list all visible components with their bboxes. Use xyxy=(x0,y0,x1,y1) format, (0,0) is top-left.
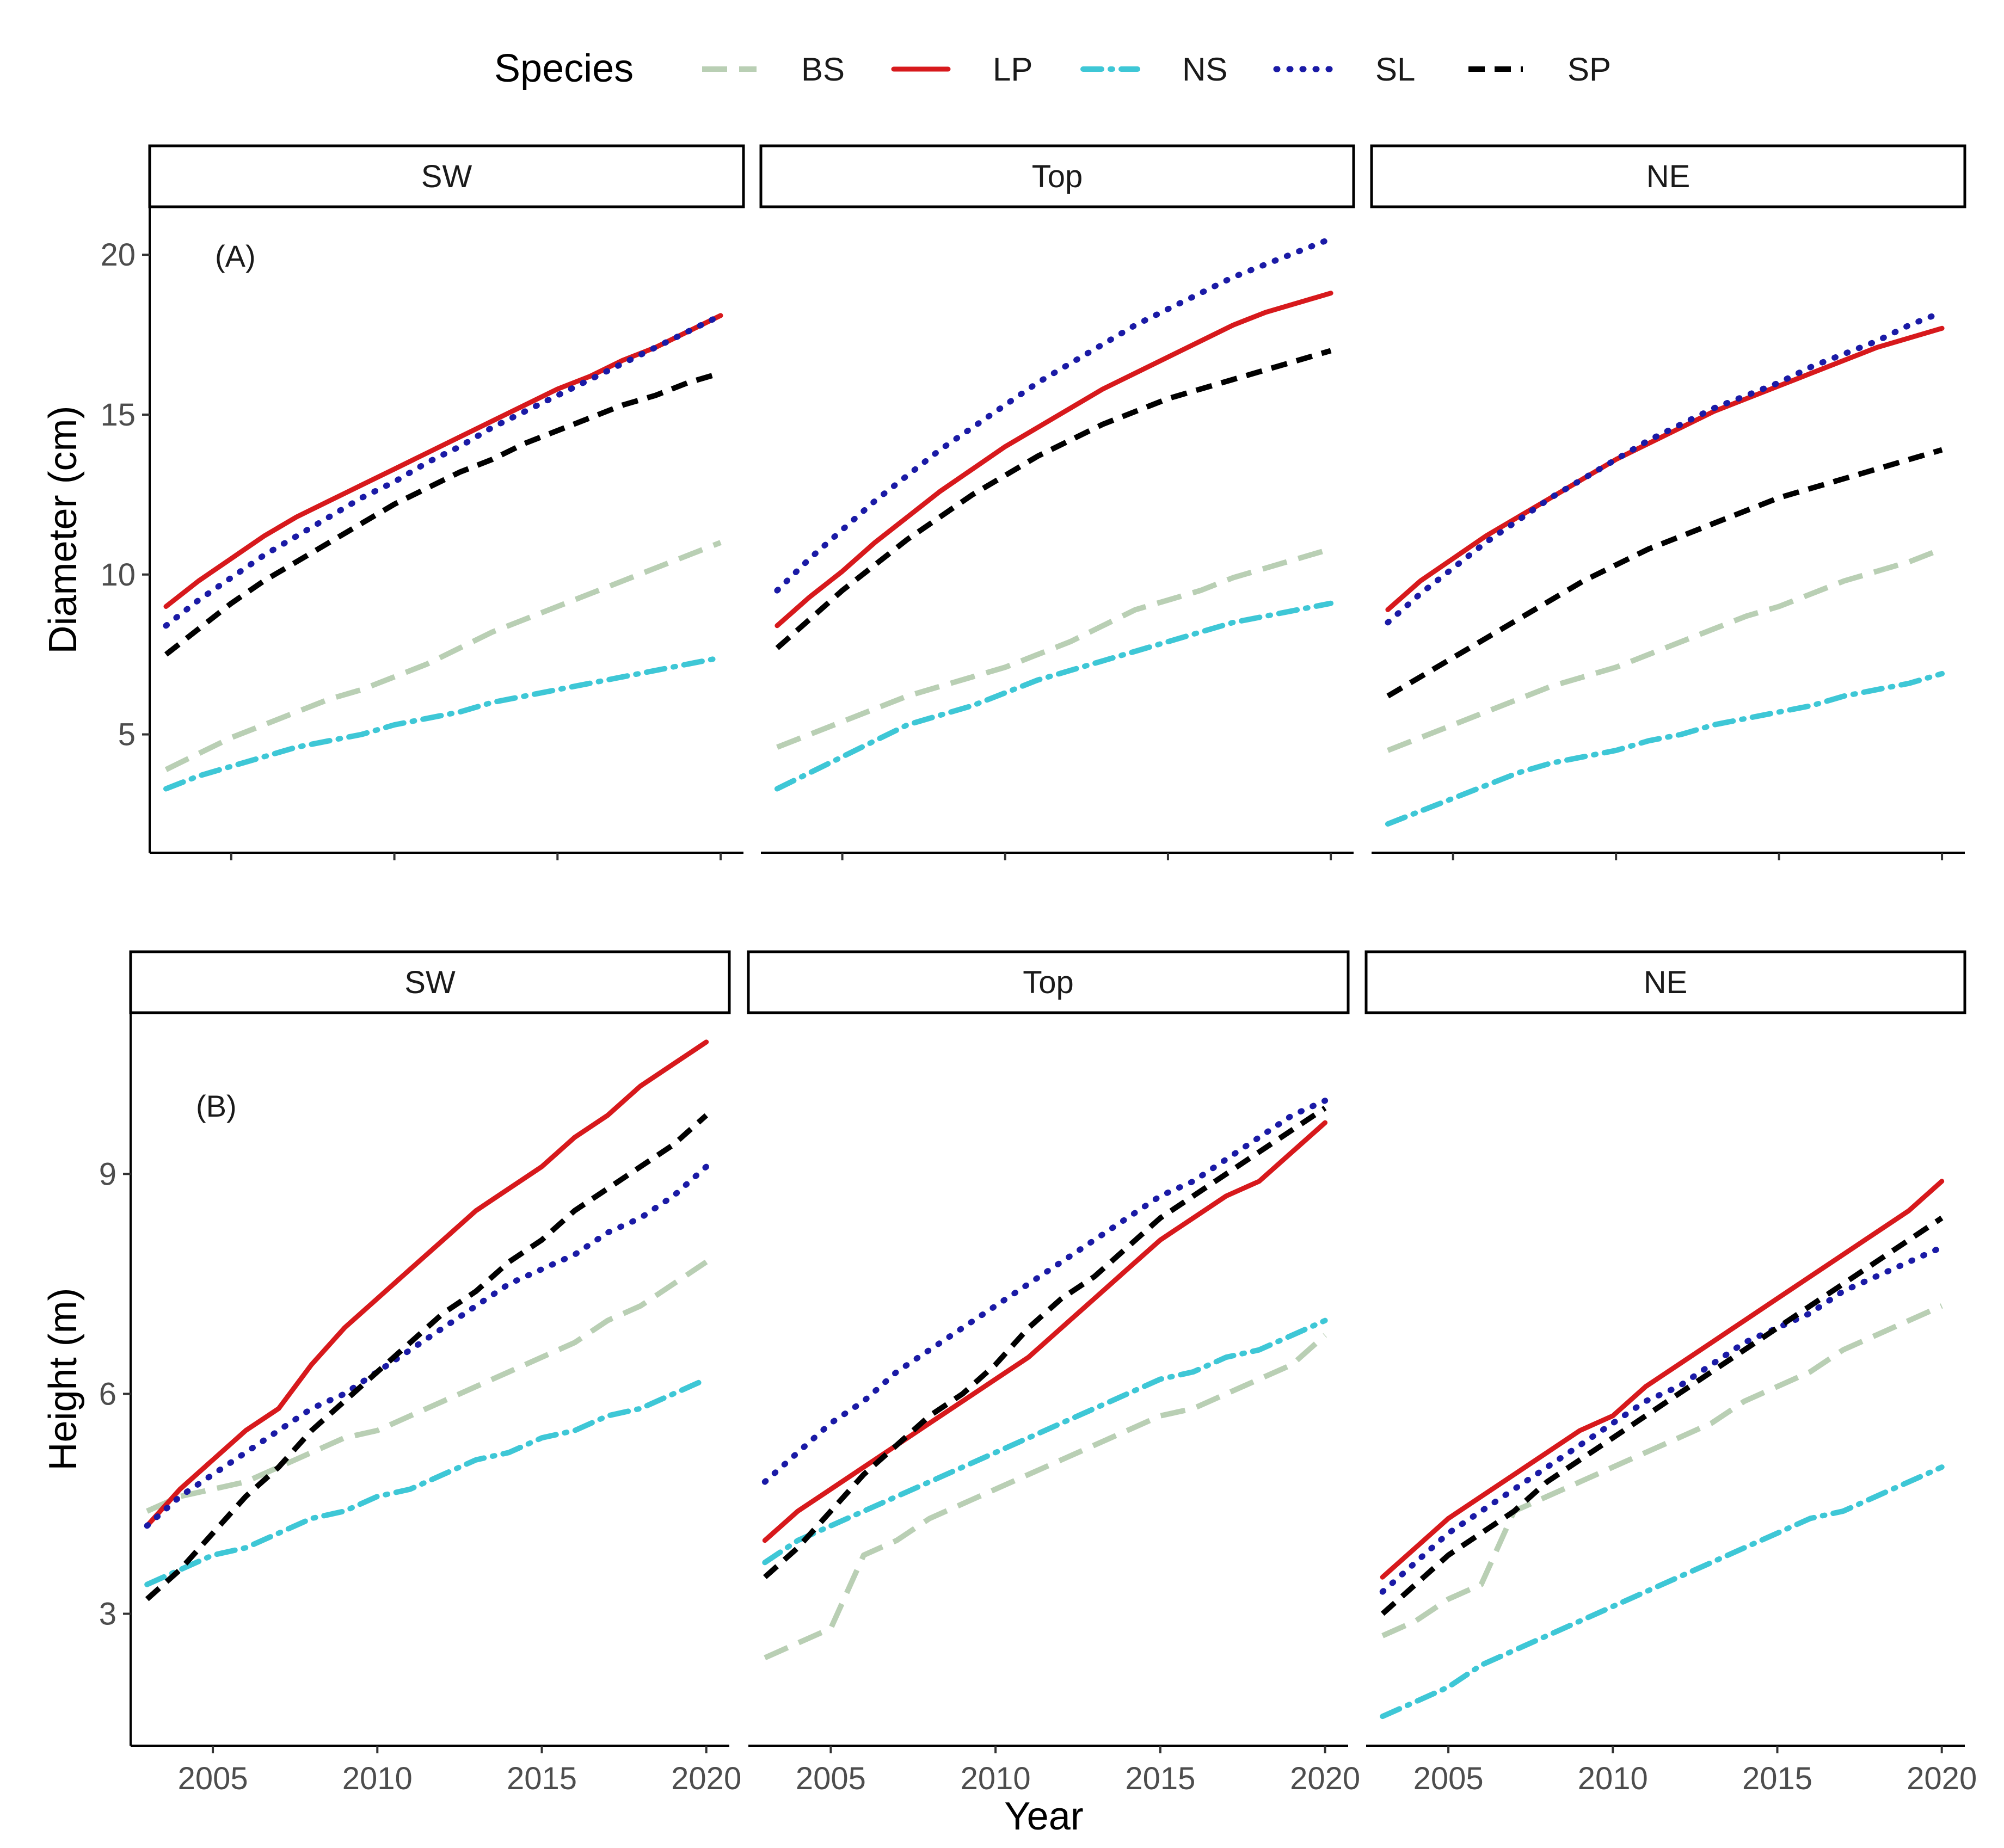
y-tick-label: 15 xyxy=(100,397,136,433)
legend-entry-sp: SP xyxy=(1468,51,1611,88)
legend-label-ns: NS xyxy=(1182,51,1227,88)
x-tick-label: 2020 xyxy=(1290,1761,1360,1796)
facet-strip xyxy=(1370,144,1966,208)
series-line-bs xyxy=(776,546,1332,750)
y-tick-label: 9 xyxy=(99,1156,116,1192)
legend-entry-lp: LP xyxy=(891,51,1032,88)
legend-entry-ns: NS xyxy=(1080,51,1227,88)
series-line-sl xyxy=(144,1163,710,1529)
series-line-bs xyxy=(164,540,722,772)
series-line-sp xyxy=(1386,447,1943,699)
x-tick-label: 2015 xyxy=(1125,1761,1195,1796)
series-line-sl xyxy=(1385,309,1945,626)
legend-label-sp: SP xyxy=(1567,51,1611,88)
series-line-sp xyxy=(1380,1216,1944,1616)
panel-sw: SW 5 10 15 20 (A) xyxy=(100,144,745,860)
x-tick-label: 2005 xyxy=(1413,1761,1484,1796)
series-line-lp xyxy=(774,291,1333,629)
y-tick-label: 3 xyxy=(99,1597,116,1632)
legend: Species BS LP NS SL SP xyxy=(494,47,1611,90)
series-line-lp xyxy=(1380,1179,1945,1580)
facet-strip-label: SW xyxy=(421,159,472,194)
series-line-sl xyxy=(774,236,1334,594)
series-line-ns xyxy=(144,1376,709,1587)
facet-strip-label: NE xyxy=(1646,159,1691,194)
x-tick-label: 2015 xyxy=(1742,1761,1812,1796)
facet-strip xyxy=(1364,950,1966,1014)
facet-strip-label: Top xyxy=(1032,159,1083,194)
x-tick-label: 2010 xyxy=(961,1761,1031,1796)
panel-sw: SW 3 6 9 2005 2010 2015 2020 (B) xyxy=(99,950,741,1796)
legend-label-bs: BS xyxy=(801,51,845,88)
x-tick-label: 2010 xyxy=(1578,1761,1648,1796)
panel-annotation: (A) xyxy=(215,239,256,273)
row-height: Height (m) SW 3 6 9 2005 2010 2015 2020 (B) Top 200… xyxy=(41,950,1977,1796)
series-line-sp xyxy=(145,1113,709,1601)
series-line-bs xyxy=(146,1259,708,1514)
y-axis-title: Diameter (cm) xyxy=(41,405,85,654)
series-line-lp xyxy=(144,1039,709,1529)
legend-entry-sl: SL xyxy=(1273,51,1415,88)
facet-strip xyxy=(129,950,731,1014)
legend-entry-bs: BS xyxy=(702,51,845,88)
y-tick-label: 5 xyxy=(118,717,136,753)
x-axis-title: Year xyxy=(1004,1795,1083,1838)
x-tick-label: 2020 xyxy=(671,1761,741,1796)
x-tick-label: 2005 xyxy=(796,1761,866,1796)
series-line-sl xyxy=(163,312,724,629)
series-line-sl xyxy=(761,1098,1329,1485)
series-line-ns xyxy=(762,1317,1328,1566)
series-line-sl xyxy=(1379,1244,1945,1595)
x-tick-label: 2015 xyxy=(507,1761,577,1796)
legend-label-lp: LP xyxy=(993,51,1032,88)
facet-strip-label: Top xyxy=(1023,965,1074,1000)
series-line-ns xyxy=(774,600,1334,792)
facet-strip xyxy=(759,144,1355,208)
series-line-bs xyxy=(764,1333,1327,1660)
y-tick-label: 10 xyxy=(100,557,136,593)
series-line-bs xyxy=(1387,546,1943,753)
x-tick-label: 2005 xyxy=(178,1761,248,1796)
series-line-ns xyxy=(1380,1464,1945,1720)
series-line-lp xyxy=(762,1120,1328,1543)
x-tick-label: 2010 xyxy=(342,1761,413,1796)
legend-title: Species xyxy=(494,47,634,90)
series-line-sp xyxy=(775,348,1332,650)
series-line-bs xyxy=(1381,1303,1943,1638)
series-line-sp xyxy=(763,1105,1327,1579)
y-tick-label: 6 xyxy=(99,1376,116,1412)
panels: Diameter (cm) SW 5 10 15 20 (A) Top NE Height (m)… xyxy=(41,144,1977,1796)
row-diameter: Diameter (cm) SW 5 10 15 20 (A) Top NE xyxy=(41,144,1966,860)
series-line-ns xyxy=(1385,670,1945,827)
panel-annotation: (B) xyxy=(196,1089,237,1123)
y-tick-label: 20 xyxy=(100,237,136,273)
panel-top: Top 2005 2010 2015 2020 xyxy=(747,950,1360,1796)
series-line-sp xyxy=(164,370,722,657)
panel-ne: NE xyxy=(1370,144,1966,860)
series-line-lp xyxy=(1385,325,1945,612)
panel-ne: NE 2005 2010 2015 2020 xyxy=(1364,950,1977,1796)
facet-strip-label: SW xyxy=(404,965,456,1000)
panel-top: Top xyxy=(759,144,1355,860)
facet-strip xyxy=(747,950,1350,1014)
y-axis-title: Height (m) xyxy=(41,1288,85,1470)
legend-label-sl: SL xyxy=(1375,51,1415,88)
x-tick-label: 2020 xyxy=(1907,1761,1977,1796)
facet-strip xyxy=(148,144,745,208)
series-line-ns xyxy=(163,655,723,792)
facet-strip-label: NE xyxy=(1644,965,1688,1000)
